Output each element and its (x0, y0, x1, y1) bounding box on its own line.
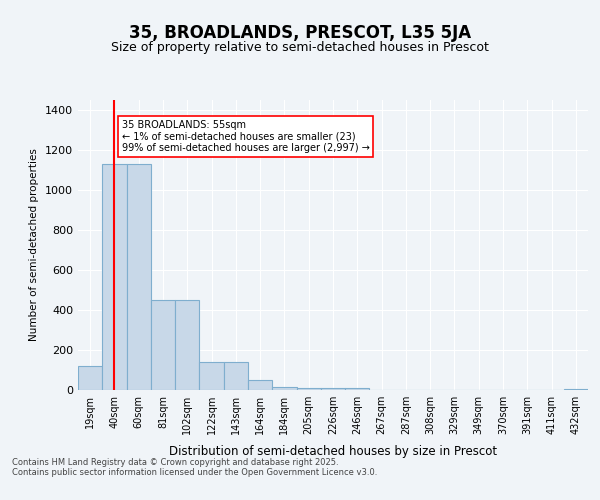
Text: Contains HM Land Registry data © Crown copyright and database right 2025.: Contains HM Land Registry data © Crown c… (12, 458, 338, 467)
Bar (199, 362, 224, 390)
Bar (224, 362, 248, 390)
Bar (321, 388, 345, 390)
Bar (564, 389, 588, 390)
Bar (151, 300, 175, 390)
Bar (102, 164, 127, 390)
Bar (175, 300, 199, 390)
Y-axis label: Number of semi-detached properties: Number of semi-detached properties (29, 148, 40, 342)
Bar (345, 388, 370, 390)
Bar (127, 164, 151, 390)
Text: 35, BROADLANDS, PRESCOT, L35 5JA: 35, BROADLANDS, PRESCOT, L35 5JA (129, 24, 471, 42)
Text: Contains public sector information licensed under the Open Government Licence v3: Contains public sector information licen… (12, 468, 377, 477)
Bar (248, 380, 272, 390)
Text: 35 BROADLANDS: 55sqm
← 1% of semi-detached houses are smaller (23)
99% of semi-d: 35 BROADLANDS: 55sqm ← 1% of semi-detach… (122, 120, 370, 153)
X-axis label: Distribution of semi-detached houses by size in Prescot: Distribution of semi-detached houses by … (169, 446, 497, 458)
Text: Size of property relative to semi-detached houses in Prescot: Size of property relative to semi-detach… (111, 41, 489, 54)
Bar (296, 388, 321, 390)
Bar (272, 387, 296, 390)
Bar (78, 366, 102, 390)
